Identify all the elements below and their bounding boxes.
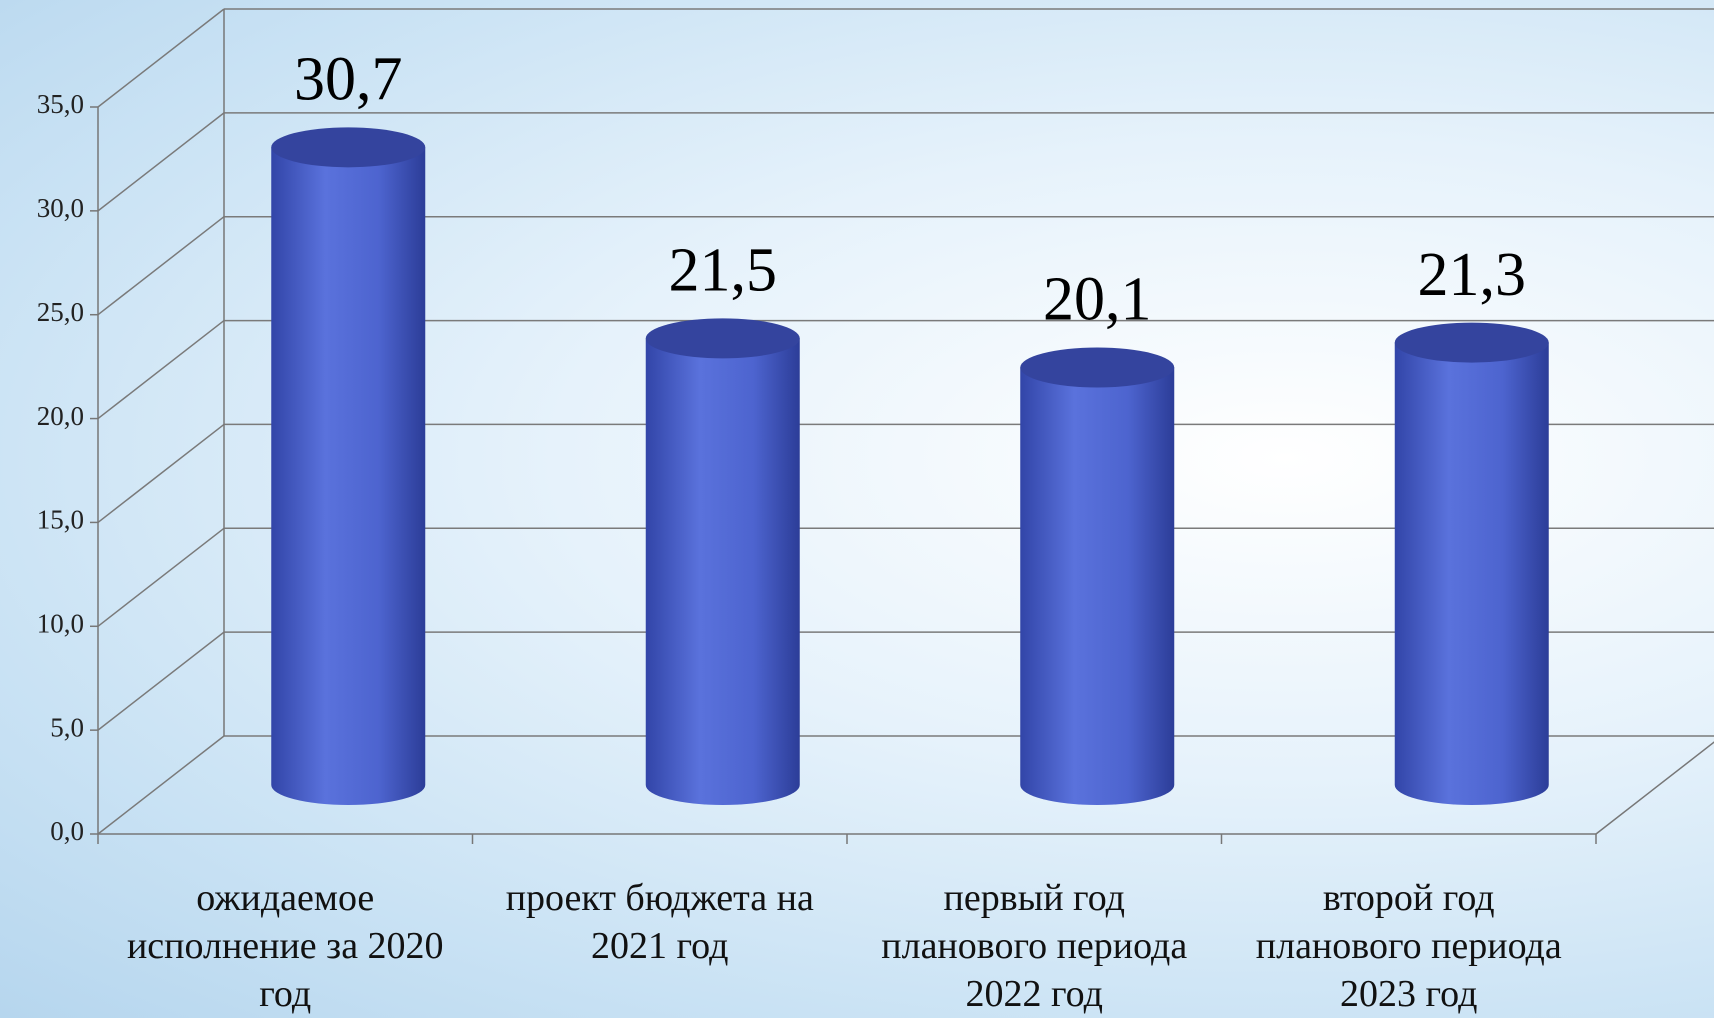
bar <box>645 338 800 805</box>
bar <box>1394 342 1549 805</box>
grid-line <box>97 8 225 108</box>
bar-top <box>1394 322 1549 363</box>
y-tick-label: 35,0 <box>37 89 84 119</box>
value-label: 20,1 <box>1043 266 1152 334</box>
grid-line <box>97 112 225 212</box>
grid-line <box>97 319 225 420</box>
x-tick-label: ожидаемое исполнение за 2020 год <box>126 877 444 1015</box>
bar-top <box>645 318 800 359</box>
bar-top <box>271 127 426 168</box>
x-tick-label: проект бюджета на 2021 год <box>505 877 814 967</box>
y-tick-label: 20,0 <box>37 401 84 431</box>
y-tick-label: 0,0 <box>50 816 84 846</box>
grid-line <box>97 631 225 731</box>
value-label: 30,7 <box>294 46 403 114</box>
y-tick-label: 10,0 <box>37 608 84 638</box>
bar <box>271 147 426 805</box>
bar-top <box>1020 347 1175 388</box>
grid-line <box>97 735 225 835</box>
y-tick-label: 5,0 <box>50 712 84 742</box>
y-tick-label: 30,0 <box>37 193 84 223</box>
y-tick-label: 15,0 <box>37 505 84 535</box>
grid-line <box>97 527 225 627</box>
floor-edge <box>1595 741 1714 835</box>
x-tick-label: первый год планового периода 2022 год <box>881 877 1188 1015</box>
value-label: 21,3 <box>1418 241 1527 309</box>
grid-line <box>97 423 225 524</box>
value-label: 21,5 <box>669 237 778 305</box>
y-tick-label: 25,0 <box>37 297 84 327</box>
bar <box>1020 367 1175 805</box>
grid-line <box>97 216 225 316</box>
x-tick-label: второй год планового периода 2023 год <box>1255 877 1562 1015</box>
